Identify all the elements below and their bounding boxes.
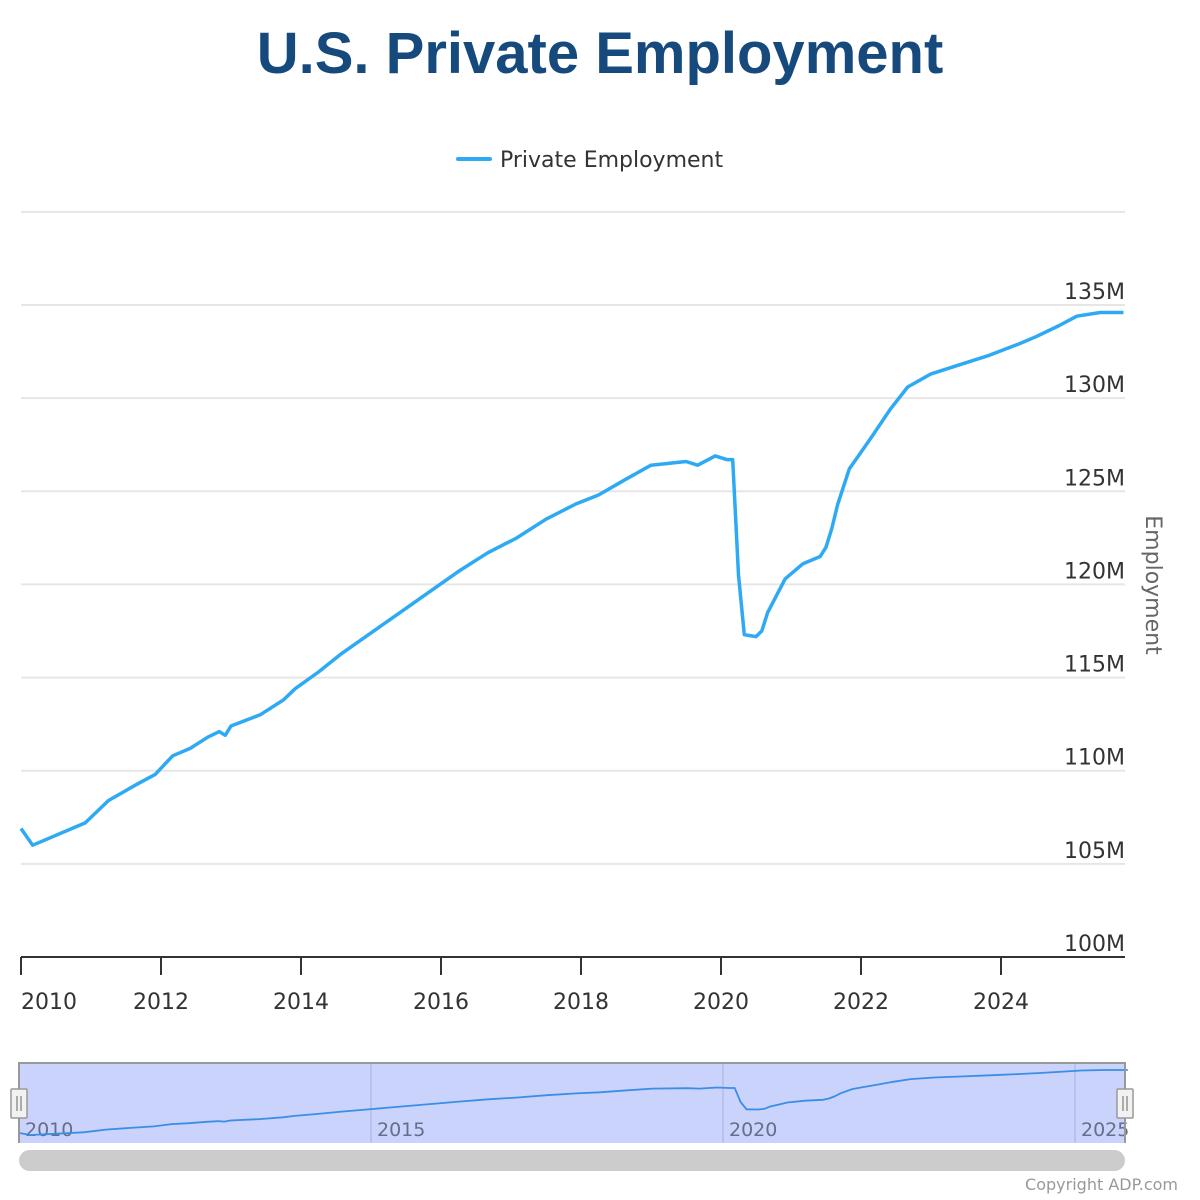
x-tick-label: 2010 [21,990,77,1015]
navigator[interactable]: 2010 2015 2020 2025 [10,1062,1134,1143]
y-tick-label: 110M [1064,746,1125,771]
navigator-tick-label: 2025 [1081,1119,1129,1141]
navigator-selected-range[interactable] [19,1063,1125,1143]
y-tick-label: 130M [1064,373,1125,398]
chart-title: U.S. Private Employment [257,21,944,86]
scrollbar[interactable] [19,1150,1125,1171]
legend-label: Private Employment [500,148,723,173]
x-tick-label: 2022 [833,990,889,1015]
copyright-credit[interactable]: Copyright ADP.com [1025,1175,1178,1194]
y-tick-label: 120M [1064,559,1125,584]
y-tick-label: 115M [1064,653,1125,678]
x-tick-label: 2020 [693,990,749,1015]
y-axis: 100M 105M 110M 115M 120M 125M 130M 135M [1064,280,1125,957]
navigator-series-line [18,1069,1128,1136]
series-line-private-employment [19,310,1124,847]
y-axis-title: Employment [1140,515,1165,655]
legend-item[interactable]: Private Employment [456,148,723,173]
y-tick-label: 125M [1064,466,1125,491]
x-axis: 2010 2012 2014 2016 2018 2020 2022 2024 [20,957,1029,1015]
navigator-handle-left[interactable] [10,1088,28,1119]
navigator-axis: 2010 2015 2020 2025 [25,1063,1129,1143]
y-tick-label: 135M [1064,280,1125,305]
x-tick-label: 2024 [973,990,1029,1015]
x-tick-label: 2014 [273,990,329,1015]
navigator-tick-label: 2020 [729,1119,777,1141]
x-tick-label: 2018 [553,990,609,1015]
grid [21,210,1125,865]
x-tick-label: 2012 [133,990,189,1015]
navigator-tick-label: 2015 [377,1119,425,1141]
navigator-tick-label: 2010 [25,1119,73,1141]
x-tick-label: 2016 [413,990,469,1015]
y-tick-label: 105M [1064,839,1125,864]
y-tick-label: 100M [1064,932,1125,957]
navigator-handle-right[interactable] [1116,1088,1134,1119]
